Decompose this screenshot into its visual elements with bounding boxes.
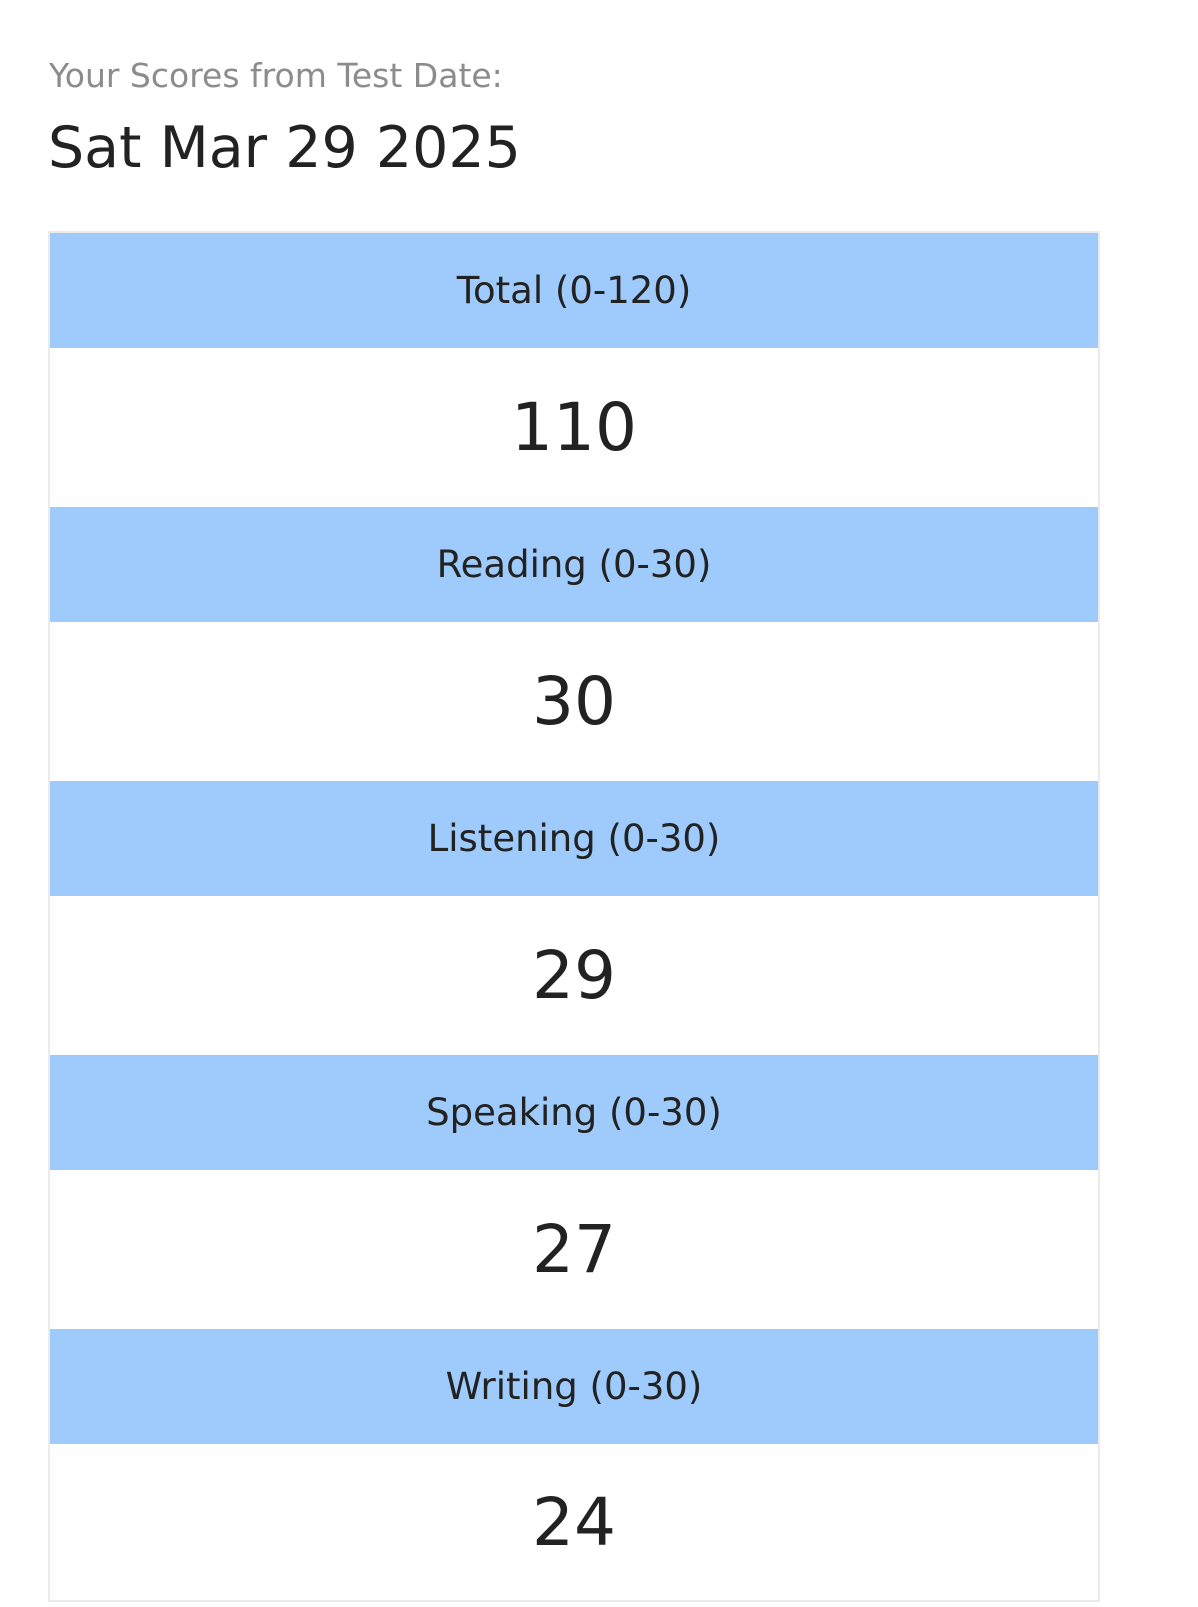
score-value-total: 110 (50, 348, 1098, 507)
score-section-total: Total (0-120) 110 (50, 233, 1098, 507)
score-value-speaking: 27 (50, 1170, 1098, 1329)
score-section-listening: Listening (0-30) 29 (50, 781, 1098, 1055)
section-header-listening: Listening (0-30) (50, 781, 1098, 896)
section-header-reading: Reading (0-30) (50, 507, 1098, 622)
section-header-speaking: Speaking (0-30) (50, 1055, 1098, 1170)
test-date-label: Your Scores from Test Date: (49, 56, 503, 95)
section-header-writing: Writing (0-30) (50, 1329, 1098, 1444)
score-card: Total (0-120) 110 Reading (0-30) 30 List… (48, 231, 1100, 1602)
score-section-reading: Reading (0-30) 30 (50, 507, 1098, 781)
test-date: Sat Mar 29 2025 (48, 115, 521, 181)
score-section-writing: Writing (0-30) 24 (50, 1329, 1098, 1600)
score-section-speaking: Speaking (0-30) 27 (50, 1055, 1098, 1329)
section-header-total: Total (0-120) (50, 233, 1098, 348)
score-value-reading: 30 (50, 622, 1098, 781)
score-value-writing: 24 (50, 1444, 1098, 1600)
score-value-listening: 29 (50, 896, 1098, 1055)
